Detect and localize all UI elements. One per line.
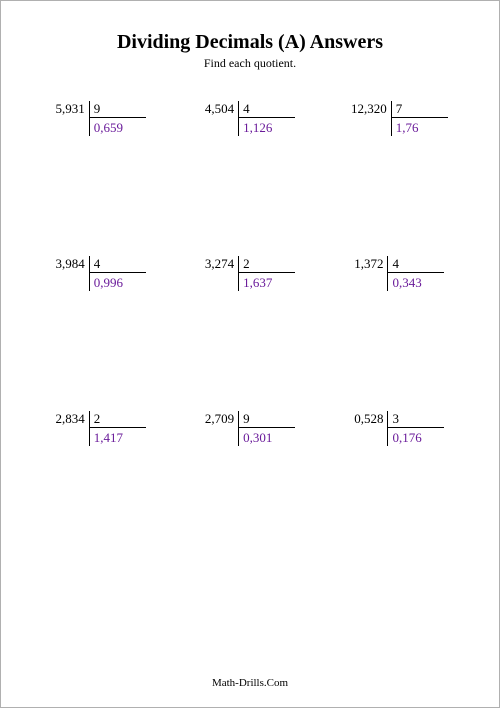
worksheet-page: Dividing Decimals (A) Answers Find each … [0,0,500,708]
footer-text: Math-Drills.Com [1,677,499,689]
problem: 2,709 9 0,301 [205,411,295,446]
quotient: 1,637 [243,275,272,290]
dividend: 12,320 [351,101,391,117]
quotient-row: 0,343 [387,272,444,291]
quotient-row: 0,659 [89,117,146,136]
page-title: Dividing Decimals (A) Answers [41,31,459,54]
page-subtitle: Find each quotient. [41,56,459,71]
problem: 5,931 9 0,659 [56,101,146,136]
problems-grid: 5,931 9 0,659 4,504 4 1,126 12,320 7 1,7… [41,101,459,446]
divisor-block: 2 1,417 [89,411,146,446]
problem: 4,504 4 1,126 [205,101,295,136]
problem: 3,274 2 1,637 [205,256,295,291]
problem: 2,834 2 1,417 [56,411,146,446]
divisor: 3 [387,411,444,427]
dividend: 4,504 [205,101,238,117]
quotient-row: 0,176 [387,427,444,446]
divisor: 4 [387,256,444,272]
problem: 3,984 4 0,996 [56,256,146,291]
quotient: 0,343 [392,275,421,290]
divisor: 2 [89,411,146,427]
dividend: 2,834 [56,411,89,427]
dividend: 2,709 [205,411,238,427]
divisor: 7 [391,101,448,117]
dividend: 1,372 [354,256,387,272]
divisor-block: 4 0,343 [387,256,444,291]
quotient-row: 1,126 [238,117,295,136]
problem: 1,372 4 0,343 [354,256,444,291]
dividend: 3,274 [205,256,238,272]
quotient: 0,301 [243,430,272,445]
divisor-block: 2 1,637 [238,256,295,291]
quotient-row: 0,301 [238,427,295,446]
problem: 12,320 7 1,76 [351,101,448,136]
divisor: 9 [238,411,295,427]
problem: 0,528 3 0,176 [354,411,444,446]
quotient-row: 1,76 [391,117,448,136]
quotient: 1,126 [243,120,272,135]
dividend: 3,984 [56,256,89,272]
divisor-block: 9 0,659 [89,101,146,136]
quotient-row: 1,637 [238,272,295,291]
quotient: 0,659 [94,120,123,135]
divisor-block: 7 1,76 [391,101,448,136]
divisor-block: 4 0,996 [89,256,146,291]
quotient: 1,417 [94,430,123,445]
divisor-block: 9 0,301 [238,411,295,446]
dividend: 5,931 [56,101,89,117]
quotient: 0,996 [94,275,123,290]
divisor-block: 4 1,126 [238,101,295,136]
divisor-block: 3 0,176 [387,411,444,446]
quotient-row: 1,417 [89,427,146,446]
divisor: 4 [238,101,295,117]
quotient: 1,76 [396,120,419,135]
quotient: 0,176 [392,430,421,445]
dividend: 0,528 [354,411,387,427]
divisor: 4 [89,256,146,272]
divisor: 2 [238,256,295,272]
divisor: 9 [89,101,146,117]
quotient-row: 0,996 [89,272,146,291]
